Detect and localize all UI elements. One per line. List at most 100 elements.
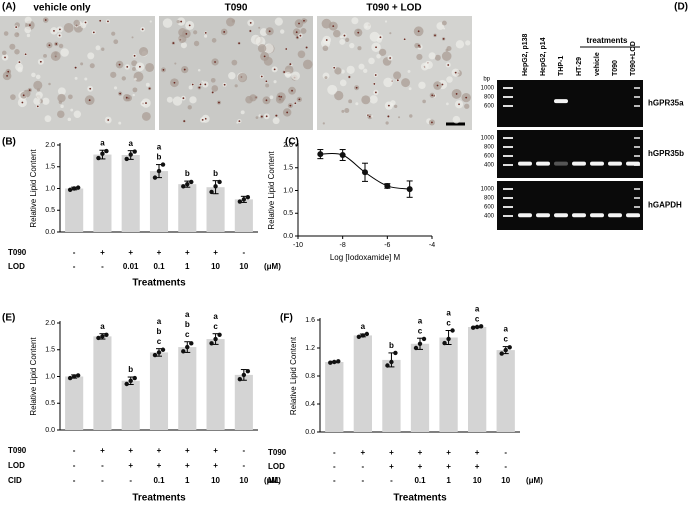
droplet xyxy=(18,61,21,64)
y-tick-label: 1.6 xyxy=(305,317,315,324)
droplet xyxy=(465,96,468,99)
y-tick-label: 2.0 xyxy=(45,142,55,149)
treatment-value: - xyxy=(73,446,76,455)
cell xyxy=(57,87,66,96)
significance-letter: a xyxy=(157,317,162,326)
x-tick-label: -10 xyxy=(293,242,303,249)
x-tick-label: -6 xyxy=(384,242,390,249)
image-caption: T090 xyxy=(225,3,248,14)
bar xyxy=(410,343,430,432)
droplet xyxy=(214,61,216,63)
data-point xyxy=(406,186,413,193)
bar xyxy=(496,350,515,432)
treatment-name: T090 xyxy=(268,448,287,457)
treatment-value: - xyxy=(243,248,246,257)
bar xyxy=(234,199,253,232)
cell xyxy=(334,90,344,101)
cell xyxy=(255,116,259,120)
ladder-label: 400 xyxy=(484,214,495,220)
cell xyxy=(407,69,411,73)
band xyxy=(554,161,568,166)
ladder-band xyxy=(634,96,640,98)
cell-texture xyxy=(1,16,471,126)
bar xyxy=(206,339,225,430)
cell xyxy=(424,60,433,70)
droplet xyxy=(455,93,458,95)
cell xyxy=(249,94,257,102)
cell xyxy=(145,82,150,87)
treatment-value: 1 xyxy=(185,262,190,271)
lane-label: HT-29 xyxy=(576,57,583,76)
treatment-value: + xyxy=(213,446,218,455)
data-point xyxy=(442,340,447,346)
droplet xyxy=(119,92,122,95)
cell xyxy=(73,19,80,27)
droplet xyxy=(162,68,165,71)
band xyxy=(536,213,550,218)
bar xyxy=(93,336,112,430)
data-point xyxy=(237,199,243,204)
treatment-value: - xyxy=(73,476,76,485)
cell xyxy=(67,117,72,122)
y-axis-label: Relative Lipid Content xyxy=(289,336,298,415)
droplet xyxy=(148,87,151,90)
lane-label: T090 xyxy=(612,60,619,76)
cell xyxy=(284,71,291,78)
droplet xyxy=(305,46,308,49)
treatment-value: 0.1 xyxy=(153,476,165,485)
bar xyxy=(353,335,372,432)
droplet xyxy=(368,115,371,118)
droplet xyxy=(55,43,58,45)
cell xyxy=(24,16,32,24)
cell xyxy=(73,110,82,118)
droplet xyxy=(374,74,377,76)
significance-letter: a xyxy=(213,312,218,321)
data-point xyxy=(124,156,129,162)
treatment-value: - xyxy=(73,262,76,271)
treatment-value: - xyxy=(129,476,132,485)
droplet xyxy=(441,83,444,86)
significance-letter: a xyxy=(185,310,190,319)
treatment-value: + xyxy=(418,462,423,471)
cell xyxy=(302,59,313,70)
treatment-value: + xyxy=(185,461,190,470)
gel-name: hGAPDH xyxy=(648,201,682,210)
treatment-value: + xyxy=(213,248,218,257)
data-point xyxy=(160,162,166,167)
droplet xyxy=(436,84,439,87)
band xyxy=(554,213,568,218)
cell xyxy=(339,79,347,87)
data-point xyxy=(128,152,133,157)
treatment-value: - xyxy=(390,476,393,485)
data-point xyxy=(499,351,504,356)
cell xyxy=(340,35,343,39)
ladder-band xyxy=(634,188,640,190)
droplet xyxy=(431,94,434,97)
bar xyxy=(178,184,197,232)
bar xyxy=(439,337,458,432)
data-point xyxy=(100,151,105,156)
data-point xyxy=(96,155,101,161)
droplet xyxy=(296,36,299,39)
cell xyxy=(3,31,9,36)
droplet xyxy=(286,111,289,114)
cell xyxy=(398,116,401,119)
cell xyxy=(113,39,119,45)
cell xyxy=(166,96,173,103)
cell xyxy=(349,42,355,49)
droplet xyxy=(403,38,406,41)
band xyxy=(554,99,568,104)
droplet xyxy=(21,101,24,104)
droplet xyxy=(357,31,360,34)
panel-label: (D) xyxy=(674,2,688,13)
significance-letter: b xyxy=(185,320,190,329)
cell xyxy=(284,65,294,74)
ladder-label: 600 xyxy=(484,154,495,160)
cell xyxy=(369,95,378,104)
droplet xyxy=(183,68,186,71)
cell xyxy=(70,108,74,112)
treatment-value: + xyxy=(100,446,105,455)
cell xyxy=(44,115,52,123)
cell xyxy=(189,96,197,104)
cell xyxy=(145,62,155,72)
